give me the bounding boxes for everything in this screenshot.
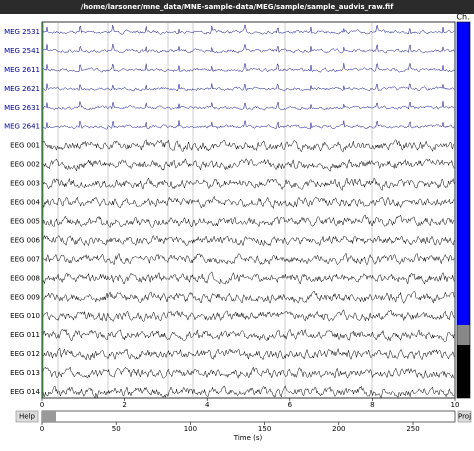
- proj-button[interactable]: [457, 410, 472, 423]
- trace: [42, 366, 455, 380]
- x-tick-label: 0: [40, 401, 44, 409]
- channel-label: EEG 013: [10, 369, 40, 377]
- scroll-tick-label: 200: [332, 425, 345, 433]
- trace: [42, 252, 455, 266]
- x-tick-label: 8: [370, 401, 374, 409]
- channel-label: MEG 2541: [4, 47, 40, 55]
- scroll-tick-label: 100: [184, 425, 197, 433]
- channel-label: EEG 012: [10, 350, 40, 358]
- channel-label: MEG 2631: [4, 104, 40, 112]
- scroll-tick-label: 250: [406, 425, 419, 433]
- channel-label: EEG 002: [10, 161, 40, 169]
- trace: [42, 120, 455, 130]
- trace: [42, 100, 455, 111]
- channel-label: EEG 010: [10, 312, 40, 320]
- x-tick-label: 2: [122, 401, 126, 409]
- channel-label: EEG 001: [10, 142, 40, 150]
- x-tick-label: 4: [205, 401, 210, 409]
- x-tick-label: 10: [451, 401, 460, 409]
- help-label: Help: [19, 413, 36, 421]
- channel-label: EEG 004: [10, 199, 40, 207]
- window-title: /home/larsoner/mne_data/MNE-sample-data/…: [81, 3, 394, 11]
- channel-label: EEG 005: [10, 217, 40, 225]
- channel-scroll-blue[interactable]: [457, 22, 470, 325]
- title-bar: [0, 0, 474, 14]
- channel-label: EEG 007: [10, 255, 40, 263]
- channel-label: MEG 2531: [4, 28, 40, 36]
- plot-area: [41, 21, 456, 399]
- channel-label: EEG 006: [10, 236, 40, 244]
- channel-label: MEG 2641: [4, 123, 40, 131]
- trace: [42, 83, 455, 92]
- trace: [42, 290, 455, 305]
- channel-label: MEG 2621: [4, 85, 40, 93]
- channel-label: EEG 009: [10, 293, 40, 301]
- channel-label: EEG 008: [10, 274, 40, 282]
- channel-scroll-frame: [456, 21, 471, 399]
- channel-label: EEG 014: [10, 388, 40, 396]
- trace: [42, 214, 455, 229]
- scroll-tick-label: 50: [112, 425, 121, 433]
- traces: [42, 22, 455, 399]
- channel-label: EEG 011: [10, 331, 40, 339]
- help-button[interactable]: [15, 410, 39, 423]
- trace: [42, 271, 455, 285]
- channel-scroll-gray[interactable]: [457, 325, 470, 345]
- trace: [42, 328, 455, 342]
- trace: [42, 62, 455, 73]
- x-axis-label: Time (s): [233, 434, 263, 442]
- trace: [42, 195, 455, 210]
- trace: [42, 139, 455, 153]
- trace: [42, 43, 455, 54]
- trace: [42, 157, 455, 172]
- channel-label: MEG 2611: [4, 66, 40, 74]
- channel-label: EEG 003: [10, 180, 40, 188]
- trace: [42, 347, 455, 361]
- x-tick-label: 6: [288, 401, 293, 409]
- channel-scroll-black[interactable]: [457, 345, 470, 398]
- scroll-tick-label: 0: [40, 425, 44, 433]
- time-scroll-thumb[interactable]: [42, 411, 56, 422]
- channel-header: Ch.: [456, 13, 469, 22]
- trace: [42, 309, 455, 322]
- trace: [42, 177, 455, 192]
- proj-label: Proj: [458, 413, 471, 421]
- trace: [42, 385, 455, 399]
- trace: [42, 234, 455, 247]
- trace: [42, 24, 455, 35]
- scroll-tick-label: 150: [258, 425, 271, 433]
- time-scrollbar[interactable]: [41, 410, 456, 423]
